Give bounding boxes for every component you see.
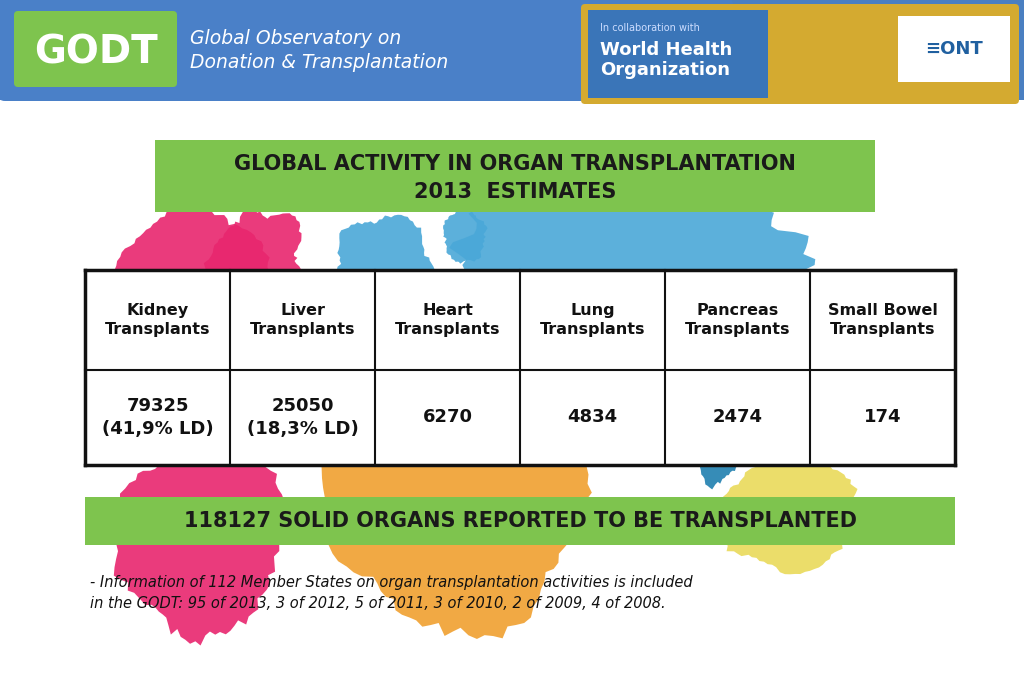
Polygon shape (678, 374, 756, 490)
Polygon shape (204, 209, 303, 325)
Text: 25050
(18,3% LD): 25050 (18,3% LD) (247, 397, 358, 439)
Text: GODT: GODT (34, 33, 158, 71)
Polygon shape (718, 456, 857, 574)
Text: ≡ONT: ≡ONT (925, 40, 983, 58)
Text: Pancreas
Transplants: Pancreas Transplants (685, 303, 791, 338)
FancyBboxPatch shape (581, 4, 1019, 104)
Text: Donation & Transplantation: Donation & Transplantation (190, 53, 449, 72)
Text: Liver
Transplants: Liver Transplants (250, 303, 355, 338)
Text: 6270: 6270 (423, 409, 472, 426)
FancyBboxPatch shape (85, 497, 955, 545)
Text: 4834: 4834 (567, 409, 617, 426)
Text: 2474: 2474 (713, 409, 763, 426)
Text: 118127 SOLID ORGANS REPORTED TO BE TRANSPLANTED: 118127 SOLID ORGANS REPORTED TO BE TRANS… (183, 511, 856, 531)
Text: Lung
Transplants: Lung Transplants (540, 303, 645, 338)
Text: Small Bowel
Transplants: Small Bowel Transplants (827, 303, 937, 338)
Polygon shape (114, 420, 288, 645)
FancyBboxPatch shape (14, 11, 177, 87)
Polygon shape (450, 156, 815, 361)
Polygon shape (319, 338, 592, 639)
Polygon shape (335, 215, 435, 331)
Text: - Information of 112 Member States on organ transplantation activities is includ: - Information of 112 Member States on or… (90, 575, 692, 611)
FancyBboxPatch shape (155, 140, 874, 212)
Polygon shape (443, 205, 487, 264)
FancyBboxPatch shape (0, 0, 1024, 100)
Text: Organization: Organization (600, 61, 730, 79)
FancyBboxPatch shape (898, 16, 1010, 82)
FancyBboxPatch shape (588, 10, 768, 98)
Text: 2013  ESTIMATES: 2013 ESTIMATES (414, 182, 616, 202)
Text: Kidney
Transplants: Kidney Transplants (104, 303, 210, 338)
Text: World Health: World Health (600, 41, 732, 59)
FancyBboxPatch shape (85, 270, 955, 465)
Polygon shape (114, 205, 270, 359)
Text: GLOBAL ACTIVITY IN ORGAN TRANSPLANTATION: GLOBAL ACTIVITY IN ORGAN TRANSPLANTATION (234, 154, 796, 174)
Text: In collaboration with: In collaboration with (600, 23, 699, 33)
Text: 79325
(41,9% LD): 79325 (41,9% LD) (101, 397, 213, 439)
Text: 174: 174 (864, 409, 901, 426)
Text: Heart
Transplants: Heart Transplants (394, 303, 501, 338)
FancyBboxPatch shape (0, 0, 733, 101)
Text: Global Observatory on: Global Observatory on (190, 29, 401, 48)
